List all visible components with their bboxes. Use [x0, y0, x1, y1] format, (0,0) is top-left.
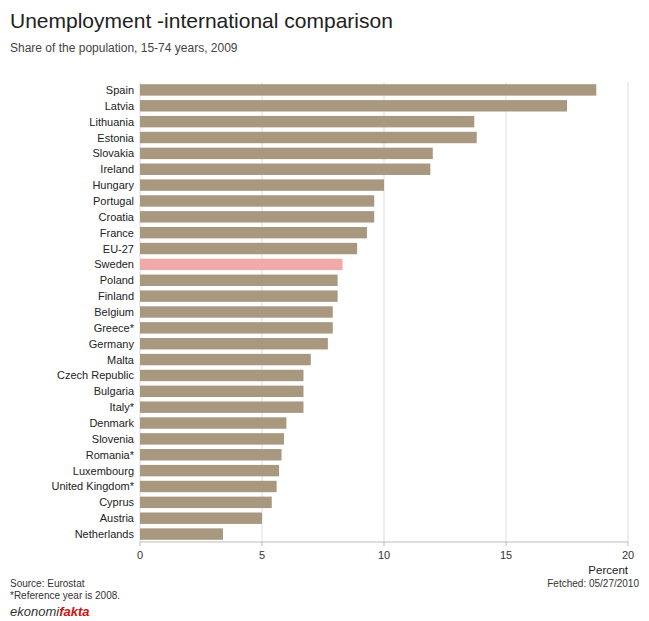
category-label: Slovenia — [92, 433, 135, 445]
x-axis — [140, 542, 628, 543]
source: Source: Eurostat — [10, 578, 85, 589]
category-label: Cyprus — [99, 496, 134, 508]
grid-line — [628, 82, 629, 542]
chart: Unemployment -international comparison Sh… — [0, 0, 649, 621]
category-label: Poland — [100, 274, 134, 286]
bar — [140, 465, 279, 476]
bar — [140, 243, 357, 254]
category-label: Austria — [100, 512, 135, 524]
bar — [140, 338, 328, 349]
bar — [140, 84, 596, 95]
bar — [140, 322, 333, 333]
fetched: Fetched: 05/27/2010 — [547, 578, 639, 589]
category-label: United Kingdom* — [51, 480, 134, 492]
tick-mark — [140, 542, 141, 546]
category-label: Sweden — [94, 258, 134, 270]
bar — [140, 401, 303, 412]
bar — [140, 481, 277, 492]
category-label: Slovakia — [92, 147, 134, 159]
category-label: Italy* — [110, 401, 135, 413]
bar — [140, 433, 284, 444]
logo: ekonomifakta — [10, 604, 90, 619]
category-label: Spain — [106, 84, 134, 96]
bar — [140, 417, 286, 428]
bar — [140, 370, 303, 381]
category-label: Denmark — [89, 417, 134, 429]
category-label: Ireland — [100, 163, 134, 175]
bar — [140, 275, 338, 286]
footnote: *Reference year is 2008. — [10, 590, 120, 601]
bar — [140, 164, 430, 175]
category-label: Luxembourg — [73, 465, 134, 477]
tick-mark — [384, 542, 385, 546]
bar — [140, 132, 477, 143]
category-label: Czech Republic — [57, 369, 135, 381]
category-label: Finland — [98, 290, 134, 302]
category-label: Latvia — [105, 100, 135, 112]
tick-mark — [506, 542, 507, 546]
bar — [140, 354, 311, 365]
category-label: EU-27 — [103, 243, 134, 255]
category-label: Bulgaria — [94, 385, 135, 397]
bar — [140, 259, 343, 270]
grid-line — [506, 82, 507, 542]
bar — [140, 497, 272, 508]
tick-mark — [628, 542, 629, 546]
category-label: Netherlands — [75, 528, 135, 540]
bar — [140, 179, 384, 190]
bar — [140, 386, 303, 397]
bar — [140, 148, 433, 159]
bar — [140, 528, 223, 539]
category-label: Lithuania — [89, 116, 135, 128]
category-label: Croatia — [99, 211, 135, 223]
category-label: Estonia — [97, 132, 135, 144]
category-label: Portugal — [93, 195, 134, 207]
category-label: Germany — [89, 338, 135, 350]
bar — [140, 100, 567, 111]
bar — [140, 116, 474, 127]
bar — [140, 512, 262, 523]
category-label: Greece* — [94, 322, 135, 334]
title: Unemployment -international comparison — [10, 9, 393, 32]
logo-part: ekonomi — [10, 604, 60, 619]
bar — [140, 290, 338, 301]
grid — [140, 82, 628, 542]
subtitle: Share of the population, 15-74 years, 20… — [10, 41, 238, 55]
x-label: Percent — [588, 564, 628, 576]
logo-part: fakta — [59, 604, 89, 619]
bar — [140, 306, 333, 317]
category-label: Malta — [107, 354, 135, 366]
category-label: Hungary — [92, 179, 134, 191]
tick-label: 5 — [259, 549, 265, 561]
bar — [140, 449, 282, 460]
tick-label: 10 — [378, 549, 390, 561]
tick-label: 15 — [500, 549, 512, 561]
category-label: Romania* — [86, 449, 135, 461]
bar — [140, 227, 367, 238]
tick-label: 0 — [137, 549, 143, 561]
tick-mark — [262, 542, 263, 546]
tick-label: 20 — [622, 549, 634, 561]
category-label: France — [100, 227, 134, 239]
bars — [140, 84, 596, 540]
bar — [140, 211, 374, 222]
category-label: Belgium — [94, 306, 134, 318]
bar — [140, 195, 374, 206]
